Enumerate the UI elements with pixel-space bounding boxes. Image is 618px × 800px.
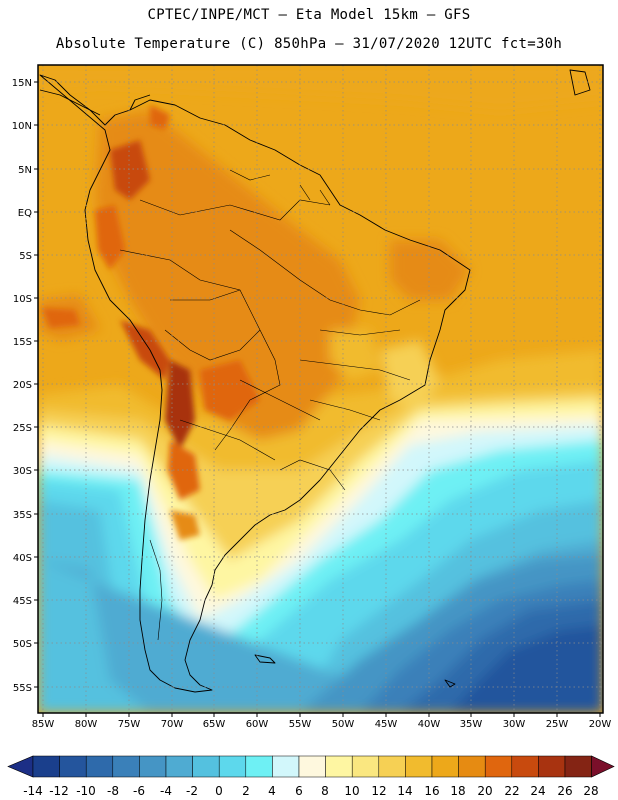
colorbar-swatch xyxy=(59,755,87,778)
colorbar-label: 16 xyxy=(424,784,439,798)
colorbar-label: 10 xyxy=(344,784,359,798)
lat-label: 20S xyxy=(13,380,32,391)
lon-label: 85W xyxy=(32,719,55,730)
colorbar-swatch xyxy=(112,755,140,778)
colorbar-swatch xyxy=(192,755,220,778)
colorbar-label: 6 xyxy=(295,784,303,798)
lon-label: 35W xyxy=(460,719,483,730)
colorbar-label: 12 xyxy=(371,784,386,798)
latitude-labels: 15N 10N 5N EQ 5S 10S 15S 20S 25S 30S 35S… xyxy=(12,78,32,694)
colorbar xyxy=(7,755,615,778)
lon-label: 20W xyxy=(589,719,612,730)
lon-label: 40W xyxy=(418,719,441,730)
colorbar-label: 2 xyxy=(242,784,250,798)
lon-label: 60W xyxy=(246,719,269,730)
lon-label: 45W xyxy=(375,719,398,730)
colorbar-swatch xyxy=(272,755,300,778)
colorbar-label: 20 xyxy=(477,784,492,798)
map-frame xyxy=(37,64,604,714)
lon-label: 65W xyxy=(203,719,226,730)
lon-label: 30W xyxy=(503,719,526,730)
colorbar-label: 14 xyxy=(397,784,412,798)
coastline xyxy=(39,69,591,693)
colorbar-label: -10 xyxy=(76,784,96,798)
colorbar-swatch xyxy=(85,755,114,778)
colorbar-label: 26 xyxy=(557,784,572,798)
colorbar-label: 28 xyxy=(583,784,598,798)
colorbar-swatch xyxy=(564,755,592,778)
lat-label: 45S xyxy=(13,596,32,607)
colorbar-swatch xyxy=(431,755,459,778)
colorbar-labels: -14 -12 -10 -8 -6 -4 -2 0 2 4 6 8 10 12 … xyxy=(23,784,598,798)
map-subtitle: Absolute Temperature (C) 850hPa – 31/07/… xyxy=(55,36,563,52)
lon-label: 80W xyxy=(75,719,98,730)
colorbar-label: 18 xyxy=(450,784,465,798)
colorbar-swatch xyxy=(511,755,539,778)
country-borders xyxy=(119,169,421,641)
lon-label: 55W xyxy=(289,719,312,730)
lon-label: 70W xyxy=(161,719,184,730)
lat-label: 5N xyxy=(18,165,32,176)
colorbar-swatch xyxy=(298,755,326,778)
colorbar-swatch xyxy=(325,755,353,778)
colorbar-label: 4 xyxy=(268,784,276,798)
colorbar-swatch xyxy=(165,755,193,778)
colorbar-swatch xyxy=(458,755,486,778)
colorbar-swatch xyxy=(218,755,247,778)
lat-label: 35S xyxy=(13,510,32,521)
colorbar-swatch xyxy=(405,755,433,778)
colorbar-swatch xyxy=(139,755,167,778)
lat-label: 15S xyxy=(13,337,32,348)
colorbar-label: -8 xyxy=(107,784,119,798)
lat-label: 5S xyxy=(19,251,32,262)
colorbar-swatch xyxy=(32,755,60,778)
colorbar-swatch xyxy=(538,755,566,778)
colorbar-label: -6 xyxy=(133,784,145,798)
colorbar-swatch xyxy=(378,755,406,778)
colorbar-label: 8 xyxy=(321,784,329,798)
longitude-labels: 85W 80W 75W 70W 65W 60W 55W 50W 45W 40W … xyxy=(32,719,612,730)
colorbar-swatch xyxy=(245,755,273,778)
colorbar-label: -12 xyxy=(49,784,69,798)
colorbar-swatch xyxy=(351,755,380,778)
temperature-field xyxy=(38,65,603,713)
lat-label: EQ xyxy=(18,208,32,219)
colorbar-swatch xyxy=(484,755,513,778)
lat-label: 40S xyxy=(13,553,32,564)
colorbar-label: -4 xyxy=(160,784,172,798)
axis-ticks xyxy=(34,81,601,717)
colorbar-under-arrow xyxy=(7,755,34,778)
colorbar-over-arrow xyxy=(591,755,615,778)
colorbar-label: -14 xyxy=(23,784,43,798)
lon-label: 75W xyxy=(118,719,141,730)
colorbar-label: 0 xyxy=(215,784,223,798)
colorbar-label: -2 xyxy=(186,784,198,798)
colorbar-label: 24 xyxy=(530,784,545,798)
map-title: CPTEC/INPE/MCT – Eta Model 15km – GFS xyxy=(147,7,471,23)
lat-label: 10S xyxy=(13,294,32,305)
lat-label: 30S xyxy=(13,466,32,477)
lat-label: 15N xyxy=(12,78,32,89)
lon-label: 50W xyxy=(332,719,355,730)
lon-label: 25W xyxy=(546,719,569,730)
graticule xyxy=(38,65,603,713)
lat-label: 25S xyxy=(13,423,32,434)
colorbar-label: 22 xyxy=(504,784,519,798)
lat-label: 50S xyxy=(13,639,32,650)
lat-label: 55S xyxy=(13,683,32,694)
lat-label: 10N xyxy=(12,121,32,132)
